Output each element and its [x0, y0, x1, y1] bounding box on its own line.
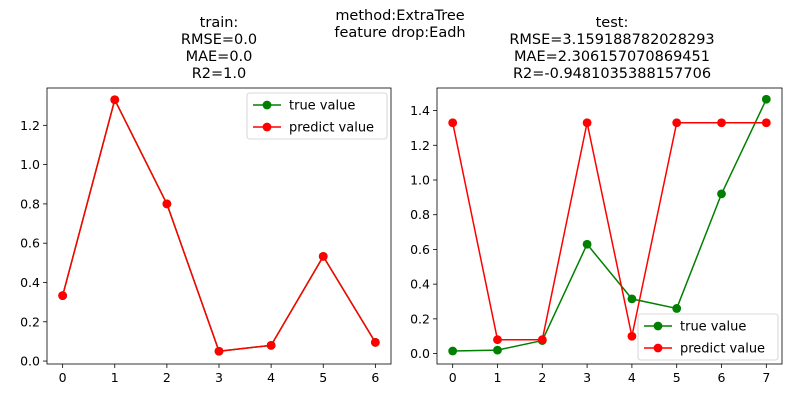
data-point-predict-value — [761, 118, 771, 128]
y-tick-label: 0.4 — [410, 277, 430, 292]
x-tick-label: 6 — [371, 370, 379, 385]
data-point-predict-value — [448, 118, 458, 128]
y-tick-label: 1.4 — [410, 103, 430, 118]
data-point-true-value — [717, 189, 726, 199]
data-point-predict-value — [214, 346, 224, 356]
data-point-predict-value — [582, 118, 592, 128]
x-tick-label: 5 — [319, 370, 327, 385]
plot-title-line: RMSE=0.0 — [181, 32, 257, 48]
y-tick-label: 0.2 — [20, 314, 40, 329]
legend-marker — [262, 122, 272, 132]
data-point-predict-value — [627, 331, 637, 341]
suptitle-line-2: feature drop:Eadh — [334, 25, 465, 41]
x-tick-label: 4 — [267, 370, 275, 385]
plot-title-line: RMSE=3.159188782028293 — [509, 32, 714, 48]
series-line-predict-value — [451, 121, 767, 341]
x-tick-label: 3 — [583, 370, 591, 385]
data-point-predict-value — [162, 199, 172, 209]
y-tick-label: 0.6 — [20, 236, 40, 251]
data-point-predict-value — [58, 291, 68, 301]
data-point-predict-value — [672, 118, 682, 128]
data-point-true-value — [448, 346, 458, 356]
plot-title-line: train: — [200, 15, 239, 31]
plot-title-line: R2=1.0 — [192, 66, 247, 82]
y-tick-label: 1.0 — [410, 173, 430, 188]
x-tick-label: 6 — [718, 370, 726, 385]
data-point-predict-value — [318, 251, 328, 261]
legend-box — [246, 92, 388, 140]
data-point-predict-value — [110, 95, 120, 105]
data-point-true-value — [582, 239, 592, 249]
y-tick-label: 1.2 — [410, 138, 430, 153]
y-tick-label: 0.8 — [410, 207, 430, 222]
legend-marker — [653, 321, 663, 331]
plot-title-line: test: — [596, 15, 629, 31]
x-tick-label: 2 — [538, 370, 546, 385]
legend: true value predict value — [246, 92, 388, 140]
plot-title-line: MAE=0.0 — [186, 49, 253, 65]
y-tick-label: 0.4 — [20, 275, 40, 290]
x-tick-label: 1 — [494, 370, 502, 385]
data-point-predict-value — [717, 118, 726, 128]
legend-marker — [653, 343, 663, 353]
data-point-predict-value — [370, 337, 380, 347]
legend-label: predict value — [289, 121, 374, 136]
x-tick-label: 4 — [628, 370, 636, 385]
data-point-true-value — [672, 304, 682, 313]
data-point-true-value — [493, 345, 502, 355]
axes-frame — [436, 87, 783, 365]
legend-marker — [262, 100, 272, 110]
data-point-true-value — [627, 294, 637, 304]
legend-box — [637, 313, 779, 361]
x-tick-label: 3 — [215, 370, 223, 385]
axes-frame — [46, 87, 392, 365]
legend: true value predict value — [637, 313, 779, 361]
data-point-predict-value — [537, 335, 547, 345]
x-tick-label: 7 — [762, 370, 770, 385]
x-tick-label: 2 — [163, 370, 171, 385]
x-tick-label: 1 — [111, 370, 119, 385]
x-tick-label: 0 — [449, 370, 457, 385]
data-point-true-value — [761, 94, 771, 104]
x-tick-label: 0 — [59, 370, 67, 385]
legend-label: true value — [289, 99, 355, 114]
legend-label: true value — [680, 320, 746, 335]
y-tick-label: 1.0 — [20, 157, 40, 172]
data-point-predict-value — [493, 335, 502, 345]
y-tick-label: 0.0 — [410, 346, 430, 361]
data-point-predict-value — [266, 340, 276, 350]
y-tick-label: 0.6 — [410, 242, 430, 257]
y-tick-label: 0.8 — [20, 196, 40, 211]
plot-title-line: MAE=2.306157070869451 — [514, 49, 710, 65]
y-tick-label: 1.2 — [20, 118, 40, 133]
suptitle-line-1: method:ExtraTree — [335, 8, 464, 24]
test-plot: test:RMSE=3.159188782028293MAE=2.3061570… — [410, 15, 783, 385]
x-tick-label: 5 — [673, 370, 681, 385]
y-tick-label: 0.2 — [410, 311, 430, 326]
y-tick-label: 0.0 — [20, 354, 40, 369]
plot-title-line: R2=-0.9481035388157706 — [513, 66, 711, 82]
legend-label: predict value — [680, 342, 765, 357]
series-line-true-value — [452, 98, 767, 352]
